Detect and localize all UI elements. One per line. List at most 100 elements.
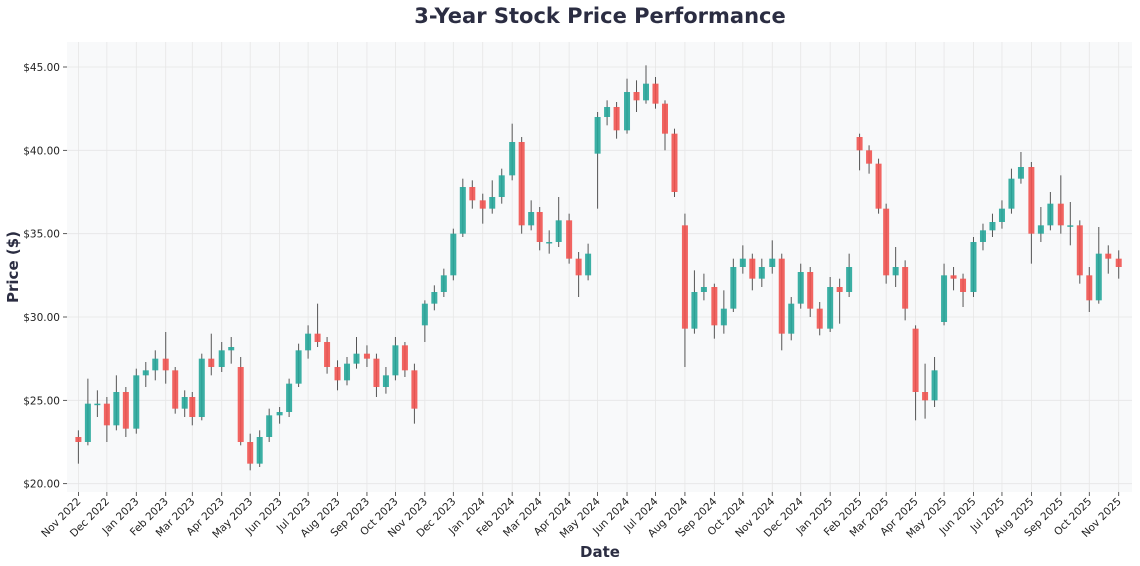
candle xyxy=(208,333,215,376)
candle-body xyxy=(652,83,659,104)
candle-body xyxy=(788,303,795,334)
candle xyxy=(555,197,562,247)
candle-body xyxy=(1086,275,1093,301)
candle-body xyxy=(546,242,553,244)
candle-body xyxy=(816,308,823,329)
candle xyxy=(344,357,351,386)
candle xyxy=(305,325,312,359)
candle-body xyxy=(266,415,273,437)
candle xyxy=(797,263,804,309)
candle-body xyxy=(122,392,129,429)
candle xyxy=(133,368,140,434)
candle-body xyxy=(875,163,882,209)
candle xyxy=(566,213,573,264)
candle-body xyxy=(133,375,140,429)
y-tick-label: $30.00 xyxy=(23,312,60,324)
candle xyxy=(633,80,640,112)
candle-body xyxy=(363,353,370,359)
candle-body xyxy=(373,358,380,387)
candle-body xyxy=(518,142,525,226)
candle xyxy=(758,258,765,287)
candle-body xyxy=(739,258,746,267)
candle-body xyxy=(1047,203,1054,226)
candle xyxy=(256,430,263,467)
candle xyxy=(594,112,601,209)
candle xyxy=(266,408,273,442)
candle-body xyxy=(189,397,196,417)
candle xyxy=(1028,162,1035,264)
candle-body xyxy=(305,333,312,351)
candle xyxy=(827,277,834,332)
candle-body xyxy=(922,392,929,401)
x-axis-label: Date xyxy=(580,543,620,561)
candle xyxy=(162,332,169,384)
candle-body xyxy=(1105,253,1112,259)
candle-body xyxy=(1076,225,1083,276)
y-tick-label: $20.00 xyxy=(23,479,60,491)
candle-body xyxy=(836,287,843,292)
candle-body xyxy=(979,230,986,242)
candle xyxy=(84,378,91,446)
candle xyxy=(431,285,438,311)
candle xyxy=(247,433,254,471)
candle-body xyxy=(566,220,573,259)
candle xyxy=(181,390,188,417)
candle xyxy=(778,253,785,351)
candle-body xyxy=(846,267,853,292)
candle xyxy=(931,357,938,407)
candle xyxy=(711,283,718,339)
candle xyxy=(536,207,543,251)
candles xyxy=(75,65,1122,471)
candle xyxy=(661,100,668,151)
candle xyxy=(1037,207,1044,242)
candle xyxy=(1076,220,1083,284)
y-tick-label: $25.00 xyxy=(23,395,60,407)
candle-body xyxy=(758,267,765,279)
candle-body xyxy=(950,275,957,279)
candle-body xyxy=(671,133,678,192)
candle-body xyxy=(162,358,169,371)
candle-body xyxy=(353,353,360,364)
candle xyxy=(324,337,331,374)
candle-body xyxy=(941,275,948,322)
candle-body xyxy=(1028,167,1035,234)
candle xyxy=(1047,192,1054,231)
candle xyxy=(941,263,948,326)
candle xyxy=(411,363,418,424)
candle xyxy=(875,158,882,214)
candle-body xyxy=(344,363,351,381)
candle-body xyxy=(198,358,205,417)
candle xyxy=(295,343,302,387)
candle xyxy=(912,325,919,421)
candle-body xyxy=(720,308,727,326)
candle-body xyxy=(827,287,834,329)
candle xyxy=(730,258,737,312)
candle xyxy=(198,353,205,421)
candle-body xyxy=(228,347,235,351)
candle-body xyxy=(1057,203,1064,226)
candle xyxy=(94,390,101,417)
candle xyxy=(286,378,293,417)
candle-body xyxy=(960,278,967,292)
candle xyxy=(788,297,795,341)
candle xyxy=(421,300,428,342)
candle-body xyxy=(585,253,592,276)
candle-body xyxy=(892,267,899,276)
candle xyxy=(469,180,476,209)
candle-body xyxy=(970,242,977,292)
candle xyxy=(585,243,592,281)
candle xyxy=(739,245,746,274)
candle-body xyxy=(711,287,718,326)
candle-body xyxy=(778,258,785,334)
candle xyxy=(392,337,399,381)
candle xyxy=(528,200,535,231)
candle xyxy=(1105,245,1112,274)
candle-body xyxy=(931,370,938,401)
candle xyxy=(970,237,977,297)
candle xyxy=(440,268,447,297)
candle xyxy=(142,362,149,387)
candle-body xyxy=(469,187,476,201)
candle-body xyxy=(489,197,496,209)
candle xyxy=(363,345,370,367)
candle xyxy=(846,253,853,297)
